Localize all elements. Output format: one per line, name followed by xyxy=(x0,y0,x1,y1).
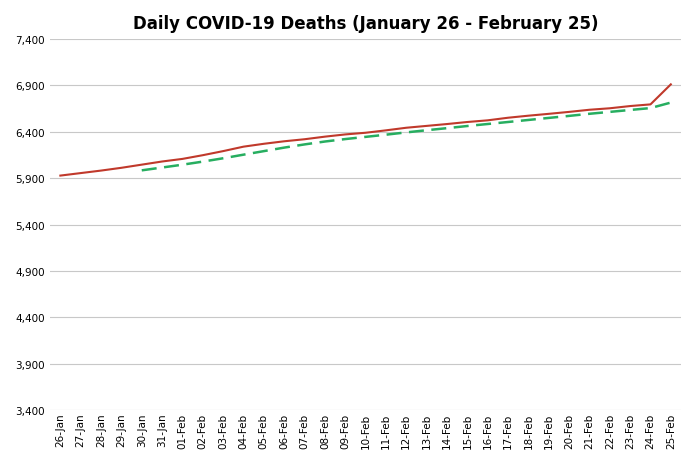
Title: Daily COVID-19 Deaths (January 26 - February 25): Daily COVID-19 Deaths (January 26 - Febr… xyxy=(133,15,599,33)
